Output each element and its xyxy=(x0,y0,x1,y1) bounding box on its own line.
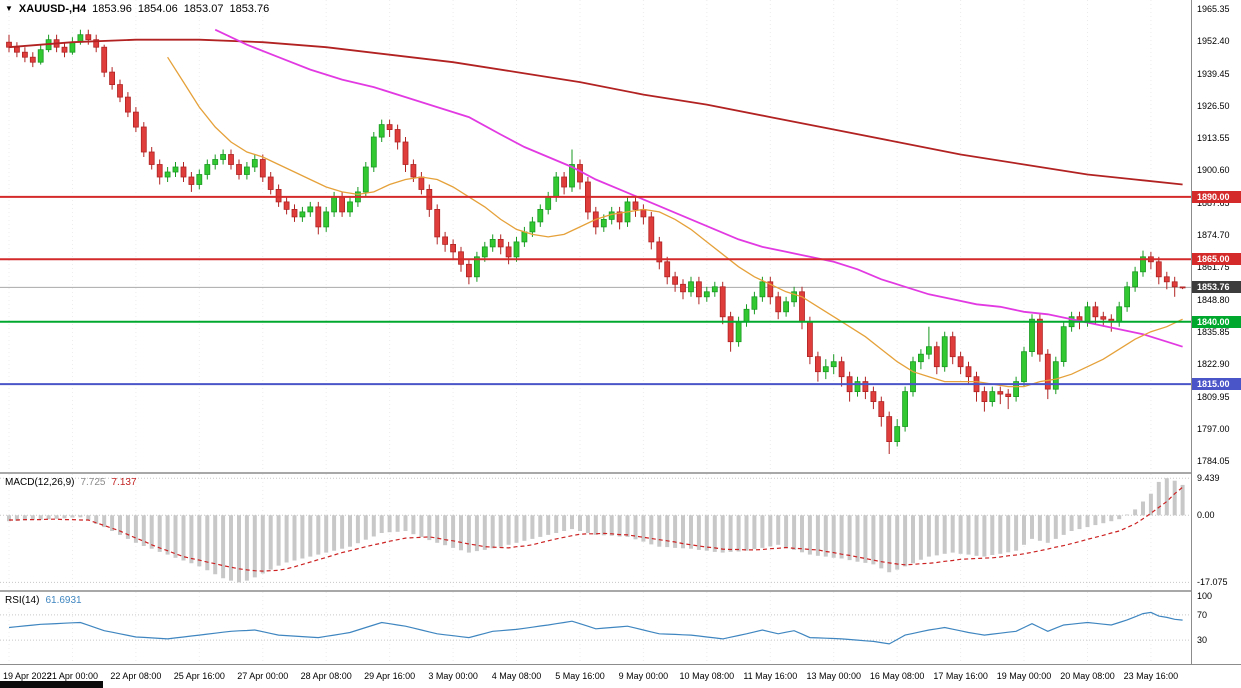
time-tick-label: 13 May 00:00 xyxy=(806,671,861,681)
quote-open-value: 1853.96 xyxy=(92,3,132,15)
price-tick-label: 9.439 xyxy=(1197,473,1220,484)
rsi-name: RSI(14) xyxy=(5,595,40,606)
time-tick-label: 20 May 08:00 xyxy=(1060,671,1115,681)
time-tick-label: 9 May 00:00 xyxy=(618,671,669,681)
price-tick-label: 1874.70 xyxy=(1197,230,1230,241)
price-tick-label: 1926.50 xyxy=(1197,100,1230,111)
time-tick-label: 11 May 16:00 xyxy=(743,671,798,681)
symbol-timeframe-label: XAUUSD-,H4 xyxy=(18,3,87,15)
grid-layer xyxy=(0,474,1191,590)
time-tick-label: 22 Apr 08:00 xyxy=(110,671,162,681)
time-tick-label: 28 Apr 08:00 xyxy=(300,671,352,681)
price-tick-label: 70 xyxy=(1197,609,1208,620)
time-tick-label: 19 May 00:00 xyxy=(996,671,1052,681)
price-tick-label: 1784.05 xyxy=(1197,456,1230,467)
time-tick-label: 23 May 16:00 xyxy=(1123,671,1179,681)
macd-signal-value: 7.137 xyxy=(111,477,137,488)
time-tick-label: 21 Apr 00:00 xyxy=(46,671,98,681)
symbol-dropdown-icon[interactable]: ▼ xyxy=(5,4,13,13)
candles-layer xyxy=(6,29,1186,454)
hline-price-badge: 1815.00 xyxy=(1192,378,1241,391)
moving-averages-layer xyxy=(8,28,1183,388)
price-tick-label: 1965.35 xyxy=(1197,3,1230,14)
time-tick-label: 19 Apr 2022 xyxy=(3,671,52,681)
time-tick-label: 27 Apr 00:00 xyxy=(237,671,289,681)
rsi-panel-canvas[interactable] xyxy=(0,592,1191,663)
grid-layer xyxy=(0,592,1191,663)
macd-histogram-layer xyxy=(7,478,1185,583)
price-tick-label: 30 xyxy=(1197,635,1208,646)
price-axis[interactable]: 1965.35 1952.40 1939.45 1926.50 1913.55 1900.… xyxy=(1191,0,1241,664)
time-tick-label: 25 Apr 16:00 xyxy=(173,671,225,681)
price-tick-label: 1952.40 xyxy=(1197,36,1230,47)
price-tick-label: 1822.90 xyxy=(1197,359,1230,370)
macd-name: MACD(12,26,9) xyxy=(5,477,75,488)
panel-splitter-macd[interactable] xyxy=(0,472,1241,474)
horizontal-lines-layer xyxy=(0,195,1191,386)
rsi-indicator-label: RSI(14) 61.6931 xyxy=(5,595,82,606)
main-chart-canvas[interactable] xyxy=(0,0,1191,472)
price-tick-label: 1835.85 xyxy=(1197,327,1230,338)
price-tick-label: 1913.55 xyxy=(1197,133,1230,144)
hline-price-badge: 1865.00 xyxy=(1192,253,1241,266)
price-tick-label: 0.00 xyxy=(1197,510,1215,521)
rsi-value: 61.6931 xyxy=(45,595,82,606)
price-tick-label: 1797.00 xyxy=(1197,424,1230,435)
price-tick-label: 1861.75 xyxy=(1197,262,1230,273)
quote-low-value: 1853.07 xyxy=(183,3,224,15)
ma_slow-line xyxy=(8,38,1183,186)
time-tick-label: 10 May 08:00 xyxy=(679,671,735,681)
grid-layer xyxy=(8,0,1152,472)
time-tick-label: 4 May 08:00 xyxy=(491,671,542,681)
bottom-left-strip xyxy=(0,681,103,688)
macd-indicator-label: MACD(12,26,9) 7.725 7.137 xyxy=(5,477,137,488)
time-tick-label: 3 May 00:00 xyxy=(428,671,478,681)
time-tick-label: 17 May 16:00 xyxy=(933,671,988,681)
hline-price-badge: 1890.00 xyxy=(1192,190,1241,203)
price-tick-label: 100 xyxy=(1197,590,1213,601)
time-tick-label: 16 May 08:00 xyxy=(869,671,925,681)
ma_mid-line xyxy=(214,28,1183,348)
time-tick-label: 5 May 16:00 xyxy=(555,671,605,681)
quote-high-value: 1854.06 xyxy=(137,3,178,15)
macd-main-value: 7.725 xyxy=(80,477,106,488)
price-tick-label: 1809.95 xyxy=(1197,391,1230,402)
ma_fast-line xyxy=(167,56,1183,388)
price-tick-label: 1900.60 xyxy=(1197,165,1230,176)
panel-splitter-rsi[interactable] xyxy=(0,590,1241,592)
time-tick-label: 29 Apr 16:00 xyxy=(364,671,416,681)
quote-header: ▼ XAUUSD-,H4 1853.96 1854.06 1853.07 185… xyxy=(5,3,269,15)
price-tick-label: -17.075 xyxy=(1197,577,1228,588)
current-price-badge: 1853.76 xyxy=(1192,281,1241,294)
time-axis[interactable]: 19 Apr 2022 21 Apr 00:00 22 Apr 08:00 25 Ap… xyxy=(0,664,1241,688)
hline-price-badge: 1840.00 xyxy=(1192,315,1241,328)
macd-panel-canvas[interactable] xyxy=(0,474,1191,590)
price-tick-label: 1939.45 xyxy=(1197,68,1230,79)
rsi-line-layer xyxy=(8,611,1183,645)
price-tick-label: 1848.80 xyxy=(1197,294,1230,305)
macd-signal-layer xyxy=(9,486,1183,572)
quote-close-value: 1853.76 xyxy=(229,3,270,15)
